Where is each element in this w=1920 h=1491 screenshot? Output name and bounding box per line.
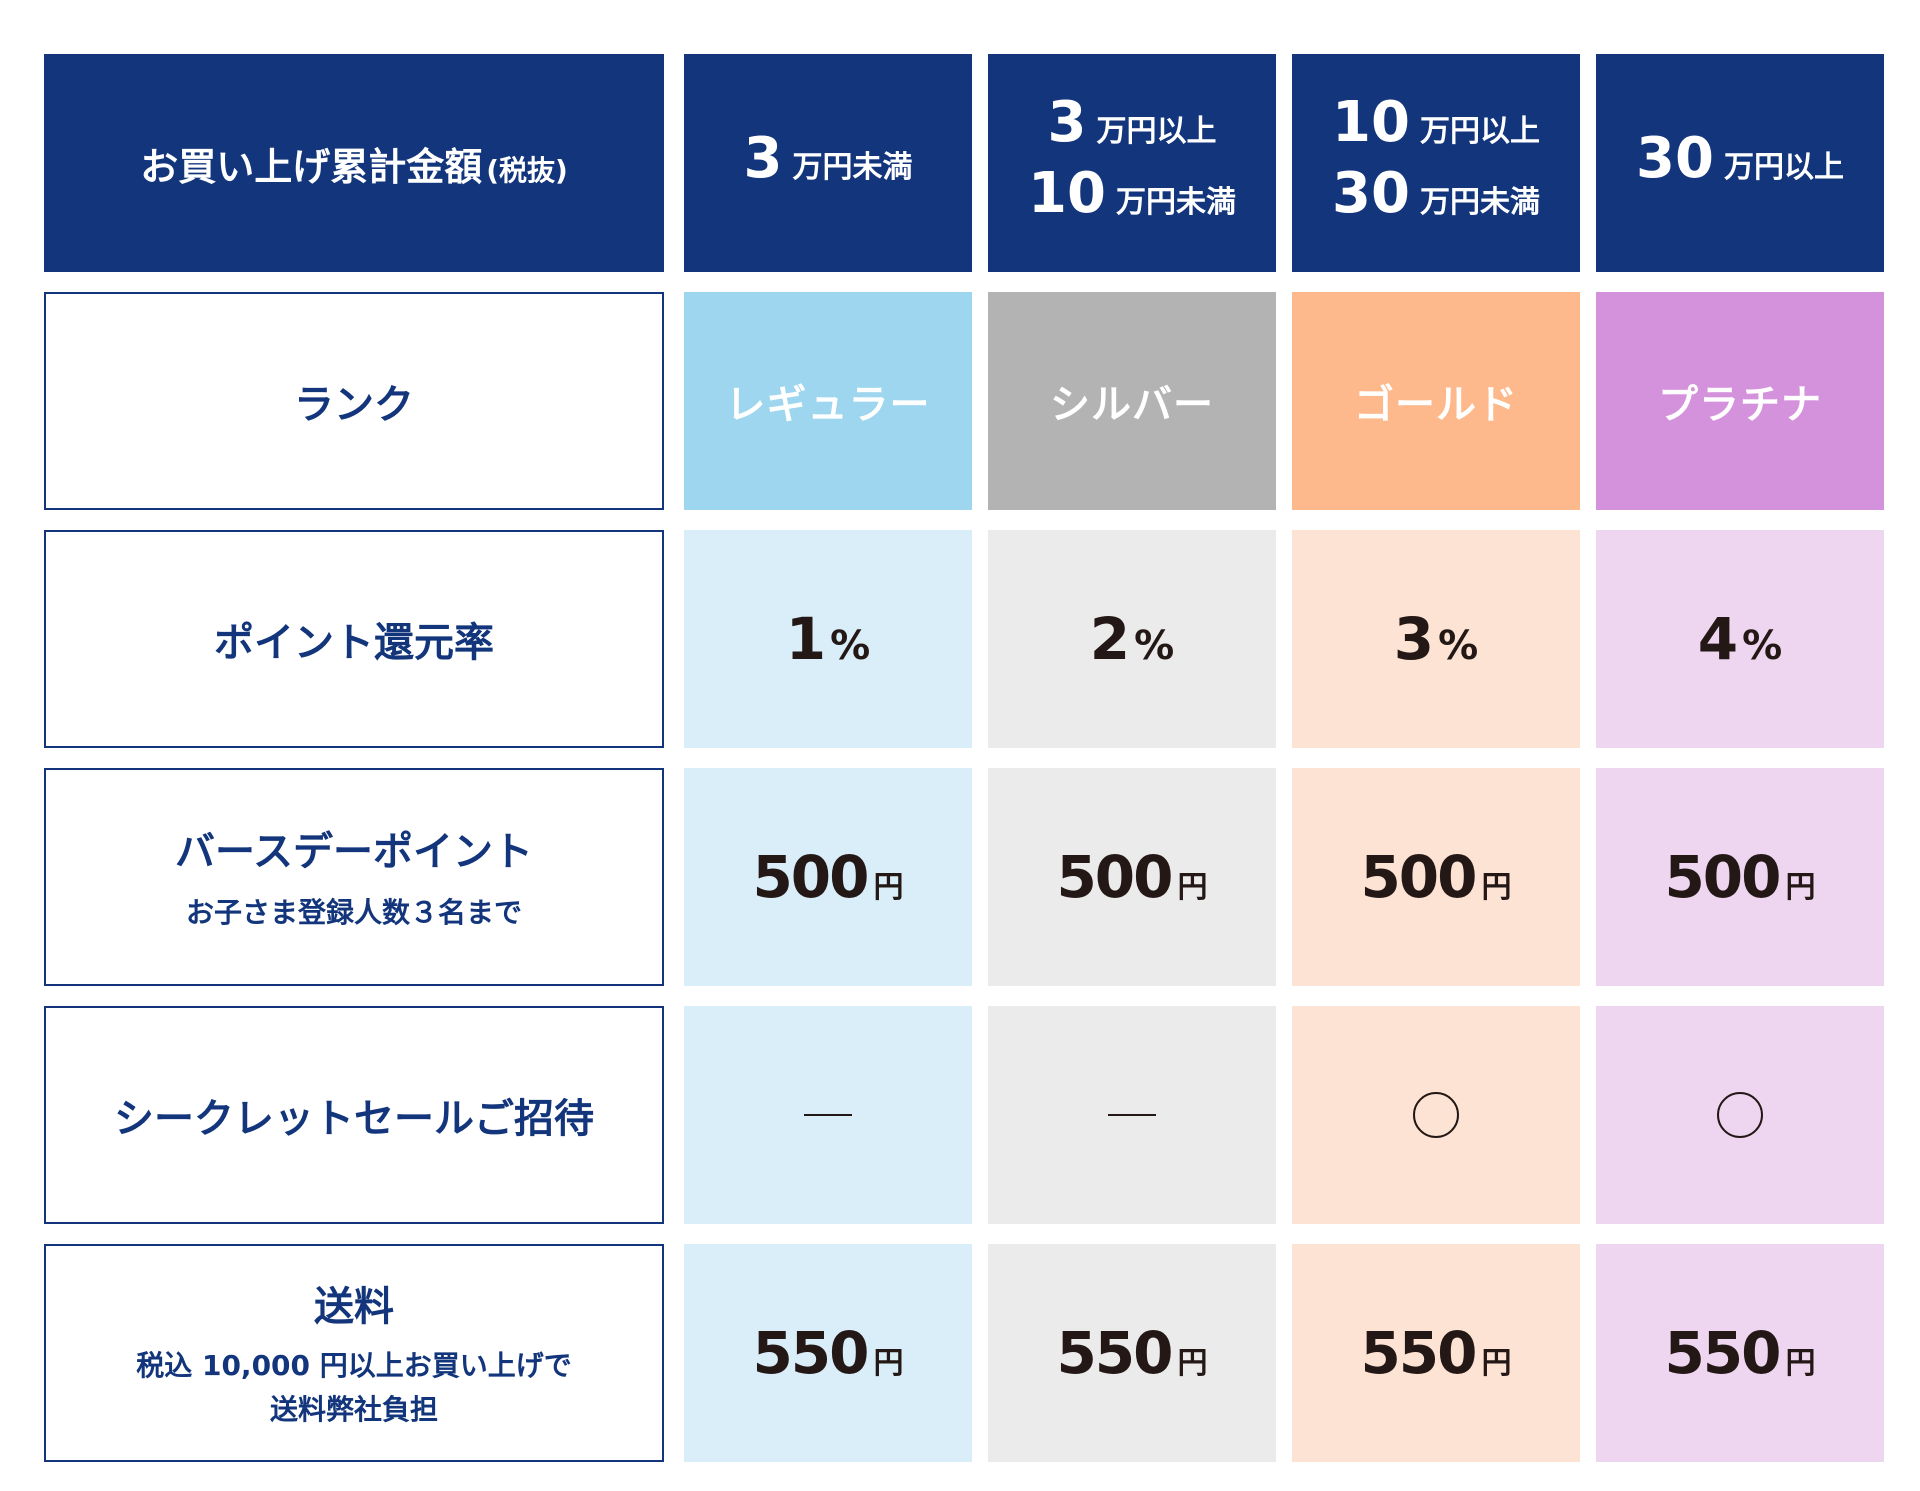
value-number: 4 — [1697, 605, 1738, 673]
row-label-point-rate: ポイント還元率 — [44, 530, 664, 748]
dash-mark — [804, 1114, 852, 1116]
rank-name: シルバー — [1050, 382, 1214, 428]
shipping-platinum: 550 円 — [1596, 1244, 1884, 1462]
secret-sale-regular: — — [684, 1006, 972, 1224]
tier-number: 30 — [1332, 161, 1410, 226]
tier-number: 30 — [1636, 125, 1714, 191]
tier-header-silver: 3 万円以上 10 万円未満 — [988, 54, 1276, 272]
circle-mark — [1413, 1092, 1459, 1138]
point-rate-gold: 3% — [1292, 530, 1580, 748]
row-label-text: シークレットセールご招待 — [114, 1096, 594, 1142]
row-label-subtext-2: 送料弊社負担 — [269, 1393, 438, 1426]
circle-mark — [1717, 1092, 1763, 1138]
tier-number: 3 — [1047, 90, 1087, 155]
rank-platinum: プラチナ — [1596, 292, 1884, 510]
tier-number: 10 — [1332, 90, 1410, 155]
row-label-rank: ランク — [44, 292, 664, 510]
header-title-cell: お買い上げ累計金額 (税抜) — [44, 54, 664, 272]
dash-mark — [1108, 1114, 1156, 1116]
row-label-secret-sale: シークレットセールご招待 — [44, 1006, 664, 1224]
value-number: 550 — [1360, 1319, 1477, 1387]
value-number: 500 — [1360, 843, 1477, 911]
tier-header-platinum: 30 万円以上 — [1596, 54, 1884, 272]
rank-regular: レギュラー — [684, 292, 972, 510]
birthday-points-silver: 500 円 — [988, 768, 1276, 986]
header-title-note: (税抜) — [486, 153, 568, 187]
value-unit: % — [1742, 623, 1783, 669]
birthday-points-regular: 500 円 — [684, 768, 972, 986]
birthday-points-gold: 500 円 — [1292, 768, 1580, 986]
row-label-birthday-points: バースデーポイント お子さま登録人数３名まで — [44, 768, 664, 986]
header-title: お買い上げ累計金額 — [140, 144, 483, 189]
value-number: 1 — [785, 605, 826, 673]
point-rate-silver: 2% — [988, 530, 1276, 748]
tier-unit: 万円以上 — [1096, 114, 1217, 149]
rank-silver: シルバー — [988, 292, 1276, 510]
point-rate-regular: 1% — [684, 530, 972, 748]
tier-number: 3 — [743, 125, 783, 191]
value-unit: % — [1134, 623, 1175, 669]
row-label-subtext: お子さま登録人数３名まで — [185, 896, 522, 929]
tier-unit: 万円以上 — [1419, 114, 1540, 149]
rank-name: ゴールド — [1354, 382, 1518, 428]
value-unit: 円 — [1177, 870, 1208, 905]
value-unit: 円 — [873, 1346, 904, 1381]
birthday-points-platinum: 500 円 — [1596, 768, 1884, 986]
value-number: 2 — [1089, 605, 1130, 673]
rank-name: レギュラー — [725, 382, 931, 428]
rank-gold: ゴールド — [1292, 292, 1580, 510]
value-unit: 円 — [1785, 1346, 1816, 1381]
row-label-text: ポイント還元率 — [214, 620, 494, 666]
value-number: 550 — [752, 1319, 869, 1387]
value-number: 500 — [1664, 843, 1781, 911]
secret-sale-silver: — — [988, 1006, 1276, 1224]
value-unit: 円 — [873, 870, 904, 905]
value-unit: % — [830, 623, 871, 669]
value-number: 500 — [1056, 843, 1173, 911]
row-label-shipping: 送料 税込 10,000 円以上お買い上げで 送料弊社負担 — [44, 1244, 664, 1462]
row-label-text: バースデーポイント — [175, 829, 533, 875]
secret-sale-platinum: ○ — [1596, 1006, 1884, 1224]
value-number: 500 — [752, 843, 869, 911]
tier-unit: 万円未満 — [1419, 185, 1540, 220]
shipping-silver: 550 円 — [988, 1244, 1276, 1462]
tier-header-gold: 10 万円以上 30 万円未満 — [1292, 54, 1580, 272]
tier-unit: 万円未満 — [1115, 185, 1236, 220]
value-unit: 円 — [1481, 870, 1512, 905]
value-unit: 円 — [1481, 1346, 1512, 1381]
shipping-regular: 550 円 — [684, 1244, 972, 1462]
value-unit: % — [1438, 623, 1479, 669]
row-label-subtext: 税込 10,000 円以上お買い上げで — [136, 1349, 572, 1382]
shipping-gold: 550 円 — [1292, 1244, 1580, 1462]
tier-unit: 万円未満 — [792, 149, 913, 185]
value-number: 3 — [1393, 605, 1434, 673]
value-number: 550 — [1664, 1319, 1781, 1387]
value-unit: 円 — [1177, 1346, 1208, 1381]
value-number: 550 — [1056, 1319, 1173, 1387]
secret-sale-gold: ○ — [1292, 1006, 1580, 1224]
tier-unit: 万円以上 — [1723, 149, 1844, 185]
value-unit: 円 — [1785, 870, 1816, 905]
row-label-text: 送料 — [314, 1284, 394, 1330]
tier-number: 10 — [1028, 161, 1106, 226]
rank-name: プラチナ — [1658, 382, 1822, 428]
point-rate-platinum: 4% — [1596, 530, 1884, 748]
row-label-text: ランク — [294, 382, 414, 428]
tier-header-regular: 3 万円未満 — [684, 54, 972, 272]
